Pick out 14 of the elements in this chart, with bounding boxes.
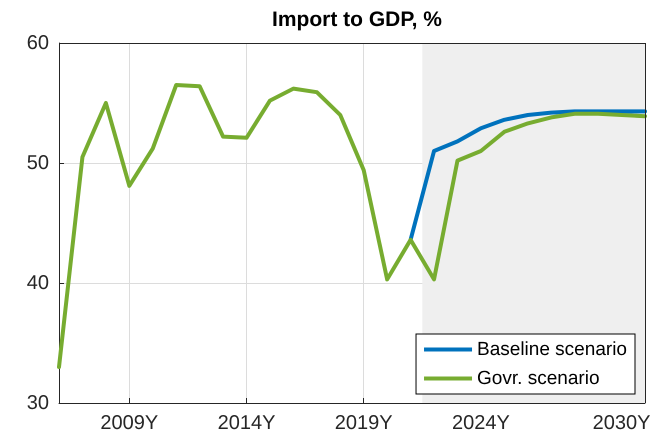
line-series — [408, 109, 647, 242]
x-tick-label: 2024Y — [452, 412, 510, 434]
y-tick-label: 40 — [26, 272, 49, 294]
y-tick-label: 30 — [26, 392, 49, 414]
y-tick-label: 60 — [26, 32, 49, 54]
legend-label: Govr. scenario — [477, 368, 600, 389]
legend-label: Baseline scenario — [477, 339, 628, 360]
x-tick-label: 2019Y — [334, 412, 393, 434]
x-tick-label: 2009Y — [100, 412, 158, 434]
line-series — [57, 83, 647, 369]
chart-title: Import to GDP, % — [272, 8, 442, 31]
y-tick-label: 50 — [26, 152, 49, 174]
x-tick-label: 2030Y — [592, 412, 650, 434]
x-tick-label: 2014Y — [218, 412, 276, 434]
